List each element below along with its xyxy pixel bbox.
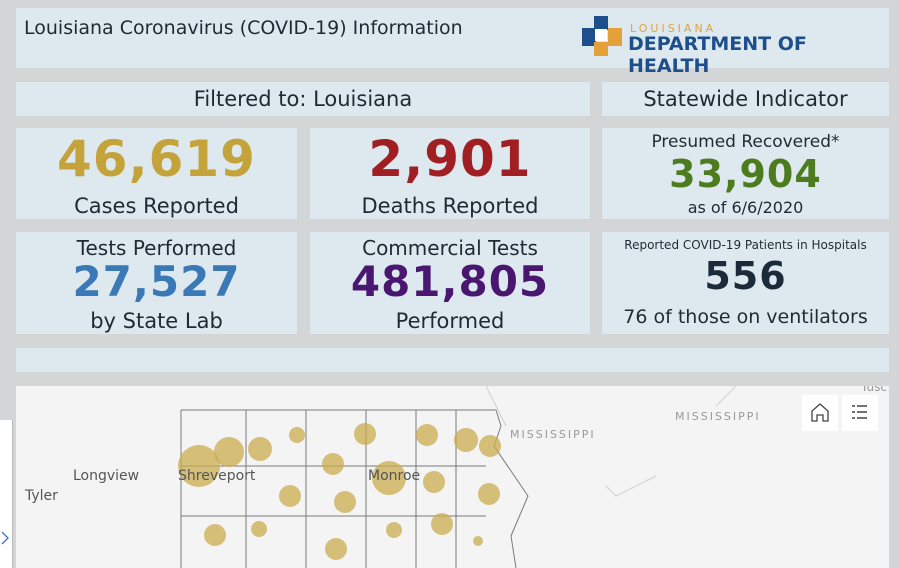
card-top: Reported COVID-19 Patients in Hospitals	[624, 238, 867, 252]
map-label: Shreveport	[178, 468, 256, 484]
card-top: Presumed Recovered*	[651, 132, 840, 152]
card-bottom: by State Lab	[90, 309, 223, 333]
stat-card: Tests Performed 27,527 by State Lab	[16, 232, 297, 334]
map[interactable]: Longview Tyler Shreveport Monroe MISSISS…	[16, 386, 889, 568]
map-shapes	[178, 386, 737, 568]
filter-label: Filtered to: Louisiana	[16, 82, 590, 116]
header-title: Louisiana Coronavirus (COVID-19) Informa…	[24, 17, 463, 39]
card-bottom: Deaths Reported	[361, 194, 539, 218]
card-top: Tests Performed	[76, 236, 237, 260]
card-value: 2,901	[368, 130, 532, 188]
card-bottom: 76 of those on ventilators	[623, 306, 868, 328]
logo-top: LOUISIANA	[630, 22, 717, 35]
map-label: MISSISSIPPI	[510, 428, 596, 441]
map-label: Tyler	[25, 488, 58, 504]
legend-button[interactable]	[842, 395, 878, 431]
stat-card: 2,901 Deaths Reported	[310, 128, 590, 219]
home-button[interactable]	[802, 395, 838, 431]
card-bottom: Performed	[395, 309, 505, 333]
logo-bottom: DEPARTMENT OF HEALTH	[628, 33, 807, 77]
side-panel-toggle[interactable]	[0, 420, 13, 568]
logo-icon	[582, 16, 622, 56]
card-value: 481,805	[350, 257, 550, 306]
map-label: Tusc	[861, 386, 887, 394]
statewide-label: Statewide Indicator	[602, 82, 889, 116]
card-value: 27,527	[72, 257, 241, 306]
stat-card: Commercial Tests 481,805 Performed	[310, 232, 590, 334]
card-value: 46,619	[57, 130, 256, 188]
card-bottom: as of 6/6/2020	[687, 198, 804, 217]
card-bottom: Cases Reported	[74, 194, 239, 218]
spacer-panel	[16, 348, 889, 372]
stat-card: Presumed Recovered* 33,904 as of 6/6/2020	[602, 128, 889, 219]
map-label: Monroe	[368, 468, 421, 484]
header-panel: Louisiana Coronavirus (COVID-19) Informa…	[16, 8, 889, 77]
map-label: MISSISSIPPI	[675, 410, 761, 423]
map-label: Longview	[73, 468, 140, 484]
stat-card: 46,619 Cases Reported	[16, 128, 297, 219]
stat-card: Reported COVID-19 Patients in Hospitals 5…	[602, 232, 889, 334]
card-value: 556	[704, 254, 787, 298]
card-top: Commercial Tests	[362, 236, 538, 260]
card-value: 33,904	[669, 152, 822, 196]
